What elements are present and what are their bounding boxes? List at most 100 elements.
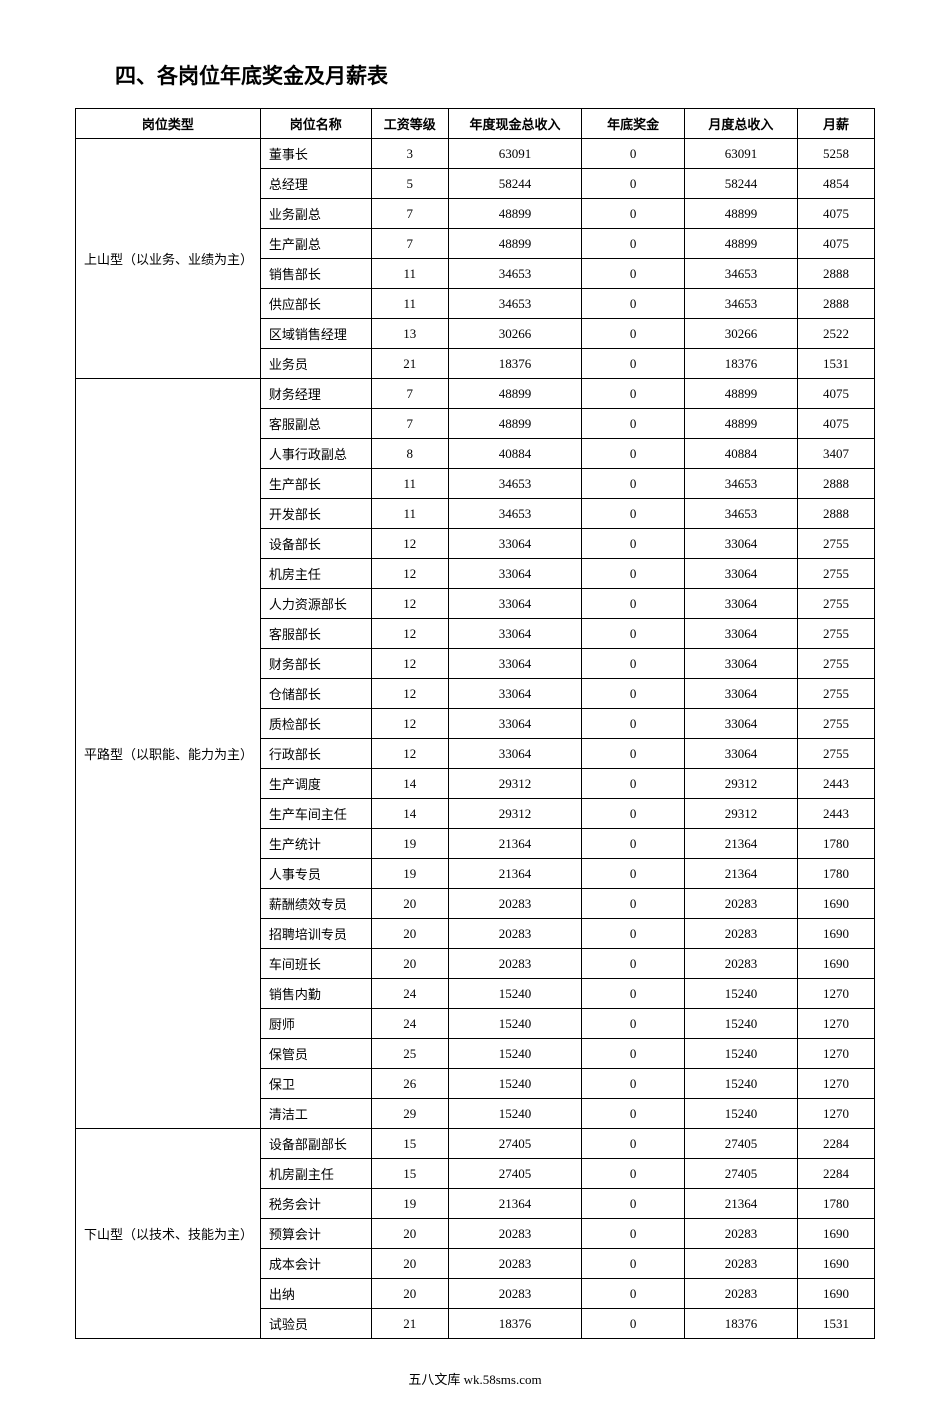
cell-annual: 40884	[448, 439, 582, 469]
cell-monthly: 20283	[684, 1219, 797, 1249]
cell-monthly: 15240	[684, 1039, 797, 1069]
header-type: 岗位类型	[76, 109, 261, 139]
cell-monthly: 33064	[684, 649, 797, 679]
cell-salary: 1780	[797, 829, 874, 859]
cell-annual: 15240	[448, 1099, 582, 1129]
cell-name: 生产调度	[260, 769, 371, 799]
cell-bonus: 0	[582, 679, 685, 709]
cell-annual: 15240	[448, 1069, 582, 1099]
cell-annual: 21364	[448, 859, 582, 889]
cell-annual: 33064	[448, 649, 582, 679]
cell-annual: 33064	[448, 559, 582, 589]
cell-salary: 3407	[797, 439, 874, 469]
cell-level: 14	[371, 769, 448, 799]
cell-annual: 20283	[448, 919, 582, 949]
cell-annual: 18376	[448, 1309, 582, 1339]
cell-bonus: 0	[582, 469, 685, 499]
cell-annual: 48899	[448, 229, 582, 259]
cell-bonus: 0	[582, 799, 685, 829]
cell-name: 出纳	[260, 1279, 371, 1309]
cell-annual: 20283	[448, 949, 582, 979]
cell-bonus: 0	[582, 979, 685, 1009]
header-level: 工资等级	[371, 109, 448, 139]
cell-name: 生产车间主任	[260, 799, 371, 829]
cell-bonus: 0	[582, 259, 685, 289]
cell-bonus: 0	[582, 319, 685, 349]
cell-bonus: 0	[582, 1249, 685, 1279]
cell-monthly: 20283	[684, 919, 797, 949]
cell-name: 销售部长	[260, 259, 371, 289]
cell-level: 25	[371, 1039, 448, 1069]
cell-annual: 27405	[448, 1129, 582, 1159]
cell-level: 21	[371, 1309, 448, 1339]
cell-monthly: 33064	[684, 679, 797, 709]
table-row: 下山型（以技术、技能为主）设备部副部长15274050274052284	[76, 1129, 875, 1159]
cell-level: 12	[371, 619, 448, 649]
cell-name: 区域销售经理	[260, 319, 371, 349]
cell-annual: 33064	[448, 529, 582, 559]
cell-monthly: 33064	[684, 589, 797, 619]
cell-monthly: 20283	[684, 1279, 797, 1309]
cell-name: 设备部长	[260, 529, 371, 559]
cell-salary: 2755	[797, 529, 874, 559]
table-row: 上山型（以业务、业绩为主）董事长3630910630915258	[76, 139, 875, 169]
cell-level: 11	[371, 499, 448, 529]
cell-name: 财务部长	[260, 649, 371, 679]
cell-monthly: 29312	[684, 769, 797, 799]
cell-annual: 20283	[448, 1219, 582, 1249]
cell-bonus: 0	[582, 1279, 685, 1309]
cell-monthly: 33064	[684, 709, 797, 739]
cell-salary: 2755	[797, 589, 874, 619]
cell-level: 7	[371, 379, 448, 409]
cell-level: 20	[371, 949, 448, 979]
cell-salary: 2284	[797, 1159, 874, 1189]
cell-salary: 2755	[797, 739, 874, 769]
cell-annual: 48899	[448, 409, 582, 439]
cell-salary: 1531	[797, 1309, 874, 1339]
cell-level: 14	[371, 799, 448, 829]
cell-level: 8	[371, 439, 448, 469]
cell-salary: 2888	[797, 499, 874, 529]
cell-annual: 18376	[448, 349, 582, 379]
cell-salary: 1270	[797, 1039, 874, 1069]
cell-name: 财务经理	[260, 379, 371, 409]
cell-level: 15	[371, 1159, 448, 1189]
cell-salary: 1270	[797, 979, 874, 1009]
cell-annual: 30266	[448, 319, 582, 349]
cell-monthly: 48899	[684, 379, 797, 409]
cell-salary: 1780	[797, 1189, 874, 1219]
cell-level: 19	[371, 1189, 448, 1219]
cell-bonus: 0	[582, 1129, 685, 1159]
cell-salary: 2755	[797, 679, 874, 709]
cell-salary: 2888	[797, 289, 874, 319]
cell-annual: 21364	[448, 1189, 582, 1219]
cell-bonus: 0	[582, 559, 685, 589]
cell-bonus: 0	[582, 949, 685, 979]
cell-bonus: 0	[582, 1189, 685, 1219]
table-header-row: 岗位类型 岗位名称 工资等级 年度现金总收入 年底奖金 月度总收入 月薪	[76, 109, 875, 139]
cell-name: 保卫	[260, 1069, 371, 1099]
cell-level: 12	[371, 529, 448, 559]
cell-bonus: 0	[582, 769, 685, 799]
cell-salary: 4075	[797, 199, 874, 229]
cell-monthly: 21364	[684, 859, 797, 889]
cell-level: 12	[371, 739, 448, 769]
cell-level: 19	[371, 829, 448, 859]
cell-salary: 2443	[797, 769, 874, 799]
cell-annual: 33064	[448, 679, 582, 709]
cell-level: 13	[371, 319, 448, 349]
cell-monthly: 21364	[684, 829, 797, 859]
cell-annual: 34653	[448, 469, 582, 499]
cell-bonus: 0	[582, 139, 685, 169]
cell-level: 20	[371, 1219, 448, 1249]
cell-level: 7	[371, 229, 448, 259]
cell-salary: 1270	[797, 1099, 874, 1129]
cell-salary: 2755	[797, 709, 874, 739]
cell-name: 成本会计	[260, 1249, 371, 1279]
cell-monthly: 29312	[684, 799, 797, 829]
cell-bonus: 0	[582, 1309, 685, 1339]
cell-bonus: 0	[582, 919, 685, 949]
cell-level: 21	[371, 349, 448, 379]
cell-name: 开发部长	[260, 499, 371, 529]
cell-level: 11	[371, 289, 448, 319]
